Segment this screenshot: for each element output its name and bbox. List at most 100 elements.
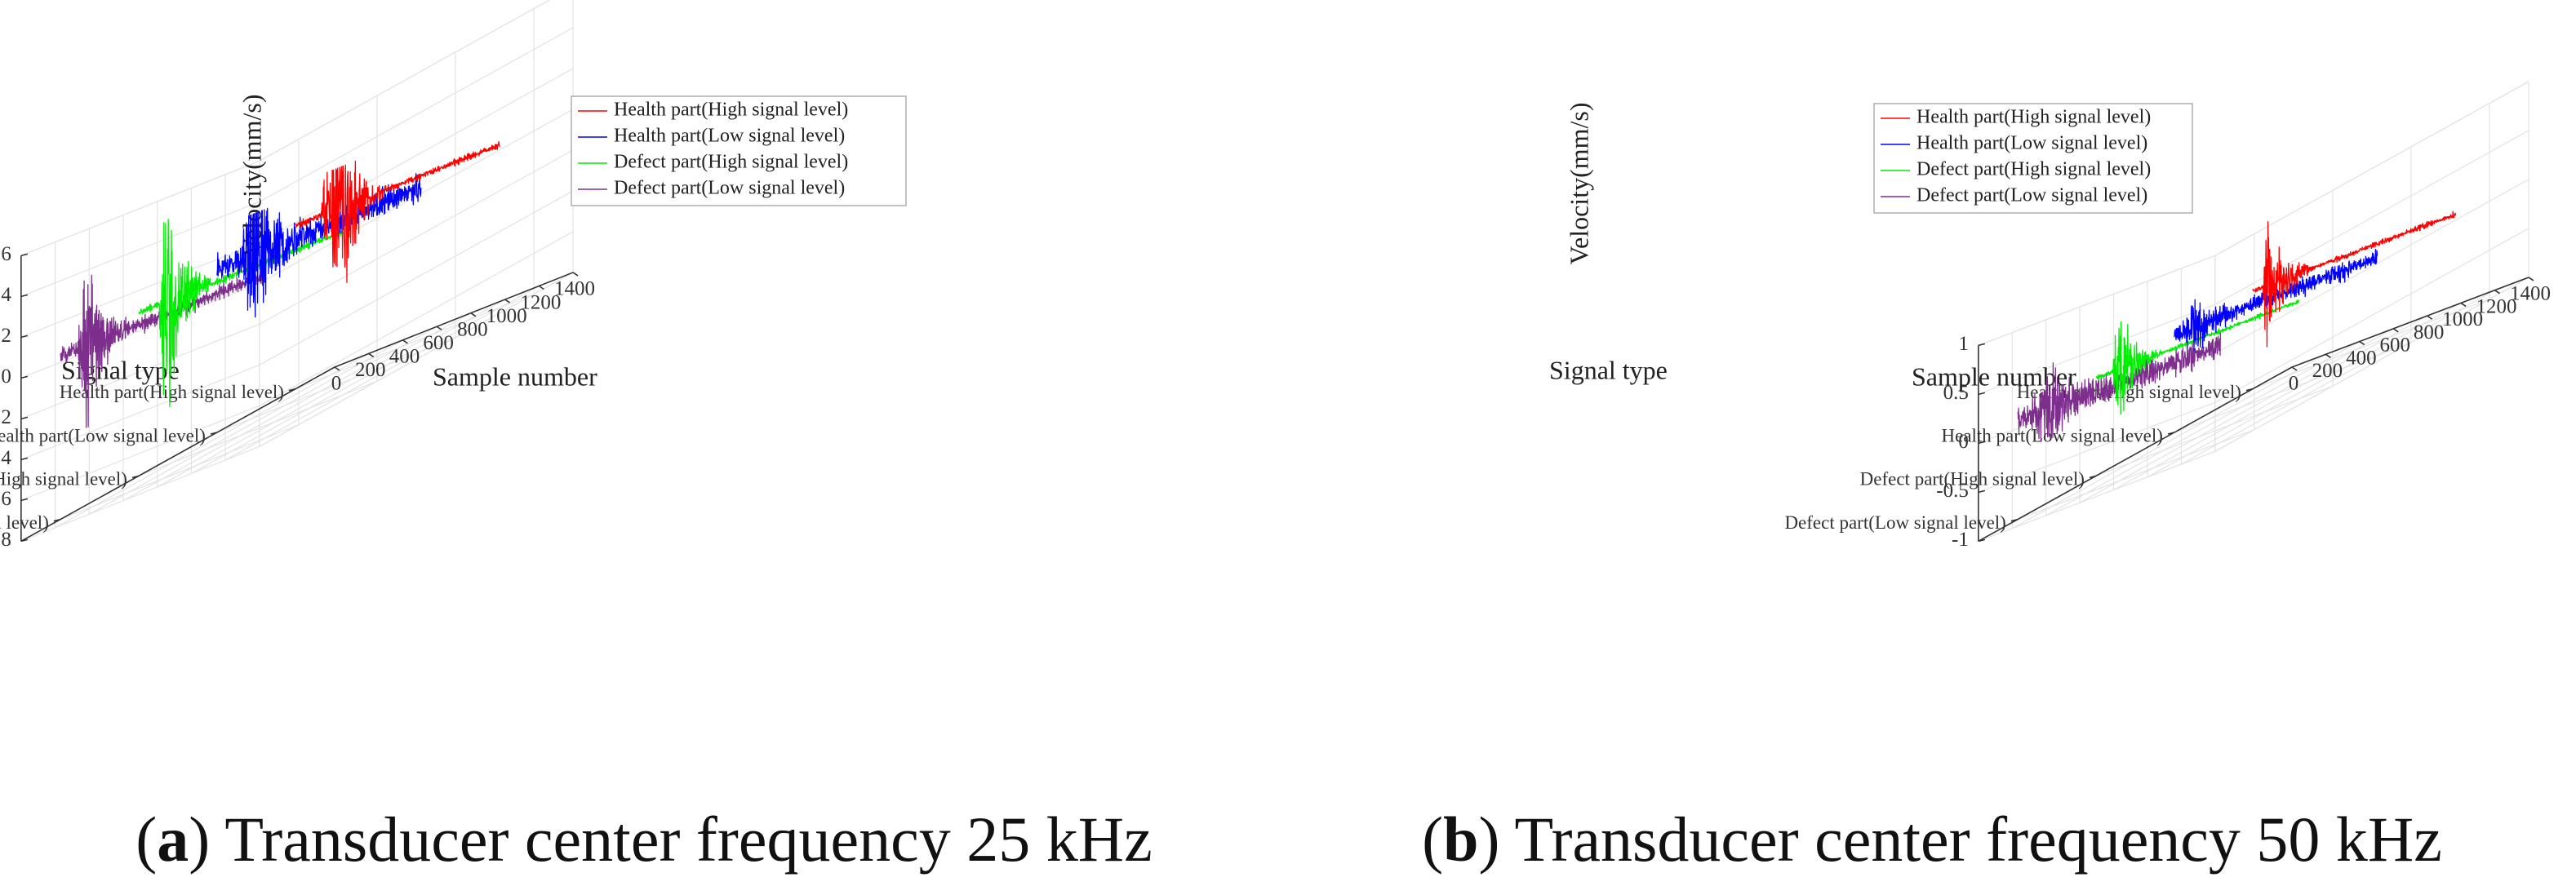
legend-entry: Defect part(Low signal level) xyxy=(1916,185,2147,206)
grid-line xyxy=(55,352,370,529)
y-tick-label: 0.2 xyxy=(0,325,11,347)
x-tick-label: 800 xyxy=(2414,321,2445,343)
y-tick-label: -0.5 xyxy=(1936,480,1969,502)
chart-panel-b: 0 200 400 600 800 1000 1200 1400 -1 -0.5 0 0.5 1 Heal… xyxy=(1288,0,2576,895)
grid-line xyxy=(2174,342,2412,433)
caption-a-text: Transducer center frequency 25 kHz xyxy=(224,804,1153,875)
y-tick-label: -0.4 xyxy=(0,447,11,469)
x-tick-label: 200 xyxy=(355,359,386,381)
x-tick-mark xyxy=(470,312,477,317)
grid-line xyxy=(20,405,260,501)
y-tick-label: 0.6 xyxy=(0,243,11,265)
y-tick-mark xyxy=(1978,392,1986,396)
y-tick-label: 0 xyxy=(1958,431,1969,453)
grid-line xyxy=(1978,401,2216,493)
grid-line xyxy=(2045,341,2361,516)
grid-line xyxy=(259,68,574,243)
x-tick-mark xyxy=(504,299,511,304)
x-tick-label: 400 xyxy=(2346,347,2377,369)
y-tick-mark xyxy=(1978,343,1986,347)
grid-line xyxy=(2214,277,2529,452)
grid-line xyxy=(259,231,574,406)
x-tick-label: 1400 xyxy=(554,278,595,300)
grid-line xyxy=(138,380,378,476)
x-axis-line xyxy=(2291,277,2529,368)
z-axis-line xyxy=(20,366,335,543)
y-tick-label: 0.4 xyxy=(0,284,11,306)
x-tick-label: 1400 xyxy=(2510,283,2551,305)
legend-box xyxy=(1873,103,2193,214)
grid-line xyxy=(20,241,260,338)
y-tick-mark xyxy=(20,457,29,461)
x-tick-mark xyxy=(2359,340,2365,346)
grid-line xyxy=(259,27,574,202)
box-edge xyxy=(259,0,551,162)
category-label: Defect part(High signal level) xyxy=(0,469,127,490)
grid-line xyxy=(191,299,505,474)
grid-line xyxy=(157,312,472,488)
grid-line xyxy=(20,445,260,542)
grid-line xyxy=(122,326,437,502)
x-tick-mark xyxy=(436,326,442,330)
box-edge xyxy=(20,160,260,256)
x-tick-mark xyxy=(402,339,408,344)
grid-line xyxy=(88,339,403,515)
x-tick-mark xyxy=(2528,277,2534,281)
legend-entry: Health part(High signal level) xyxy=(614,100,848,121)
y-axis-title: Velocity(mm/s) xyxy=(1564,102,1593,264)
grid-line xyxy=(2113,315,2427,490)
z-axis-line xyxy=(1978,366,2293,543)
y-tick-mark xyxy=(20,335,29,339)
grid-line xyxy=(2011,353,2326,529)
x-tick-label: 1000 xyxy=(486,305,527,327)
y-tick-mark xyxy=(20,498,29,502)
x-tick-mark xyxy=(2291,366,2298,371)
z-tick-mark xyxy=(288,388,296,392)
caption-b: (b) Transducer center frequency 50 kHz xyxy=(1422,804,2442,875)
y-tick-label: 1 xyxy=(1958,333,1969,355)
z-axis-title: Signal type xyxy=(1549,355,1668,384)
grid-line xyxy=(2079,328,2394,503)
y-tick-label: -1 xyxy=(1952,529,1969,551)
grid-line xyxy=(259,109,574,284)
chart-a-legend: Health part(High signal level) Health par… xyxy=(571,95,907,206)
y-tick-label: -0.8 xyxy=(0,529,11,551)
y-tick-mark xyxy=(20,538,29,543)
x-tick-mark xyxy=(572,272,579,277)
series-line-0 xyxy=(2252,210,2457,348)
grid-line xyxy=(20,323,260,419)
x-tick-label: 1000 xyxy=(2442,308,2483,330)
y-tick-mark xyxy=(20,375,29,379)
x-tick-mark xyxy=(2460,302,2467,308)
legend-entry: Defect part(Low signal level) xyxy=(614,178,845,199)
y-tick-label: -0.6 xyxy=(0,488,11,510)
x-tick-mark xyxy=(2494,290,2500,295)
y-tick-mark xyxy=(1978,441,1986,445)
x-tick-label: 0 xyxy=(2289,373,2299,395)
z-tick-mark xyxy=(2010,518,2019,522)
x-tick-label: 0 xyxy=(331,373,342,395)
z-tick-mark xyxy=(131,475,140,479)
grid-line xyxy=(1978,304,2216,395)
series-line-1 xyxy=(216,173,422,318)
category-label: Defect part(Low signal level) xyxy=(0,512,49,533)
grid-line xyxy=(1978,450,2216,542)
y-tick-label: -0.2 xyxy=(0,406,11,428)
x-tick-label: 200 xyxy=(2312,360,2343,382)
chart-b-legend: Health part(High signal level) Health par… xyxy=(1873,103,2193,214)
series-line-3 xyxy=(2017,330,2222,441)
legend-entry: Defect part(High signal level) xyxy=(1916,159,2151,180)
grid-line xyxy=(259,190,574,366)
x-tick-label: 1200 xyxy=(520,291,561,313)
x-tick-label: 800 xyxy=(457,318,488,340)
grid-line xyxy=(295,294,535,390)
z-tick-mark xyxy=(2167,432,2175,435)
category-label: Defect part(Low signal level) xyxy=(1784,512,2005,533)
grid-line xyxy=(224,285,540,461)
x-tick-mark xyxy=(2392,328,2399,333)
